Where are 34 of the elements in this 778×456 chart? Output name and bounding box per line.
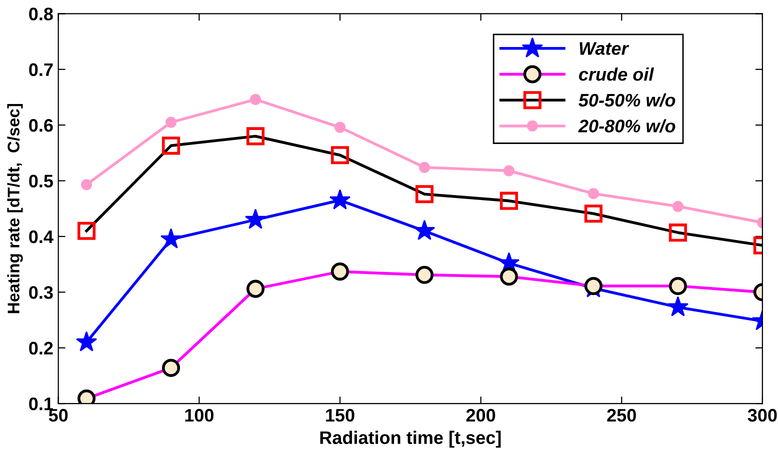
x-axis-title: Radiation time [t,sec] [320, 430, 501, 448]
point [160, 228, 182, 248]
point [667, 296, 689, 316]
point [334, 122, 346, 133]
legend-label: 20-80% w/o [578, 119, 676, 133]
y-axis-title: Heating rate [dT/dt, C/sec] [7, 104, 23, 314]
point [418, 162, 430, 173]
y-tick-label: 0.5 [29, 174, 53, 188]
legend-label: 50-50% w/o [578, 93, 676, 107]
legend-label: crude oil [579, 67, 654, 81]
point [76, 331, 98, 352]
x-tick-label: 300 [748, 408, 777, 422]
x-tick-label: 150 [326, 408, 354, 422]
y-tick-label: 0.4 [29, 230, 54, 244]
point [80, 179, 92, 190]
point [165, 116, 177, 128]
x-tick-label: 200 [466, 408, 496, 422]
y-tick-label: 0.3 [29, 286, 53, 299]
point [329, 189, 351, 210]
legend-label: Water [580, 42, 630, 55]
point [414, 220, 436, 240]
y-tick-label: 0.8 [29, 8, 53, 20]
point [244, 208, 266, 229]
x-tick-label: 100 [185, 408, 214, 422]
y-tick-label: 0.2 [29, 342, 53, 355]
point [588, 188, 600, 200]
point [250, 94, 262, 106]
y-tick-label: 0.7 [29, 63, 53, 76]
point [672, 200, 684, 212]
x-tick-label: 50 [48, 408, 68, 422]
y-tick-label: 0.1 [29, 397, 53, 410]
x-tick-label: 250 [607, 408, 636, 422]
y-tick-label: 0.6 [29, 119, 53, 132]
point [503, 165, 515, 176]
